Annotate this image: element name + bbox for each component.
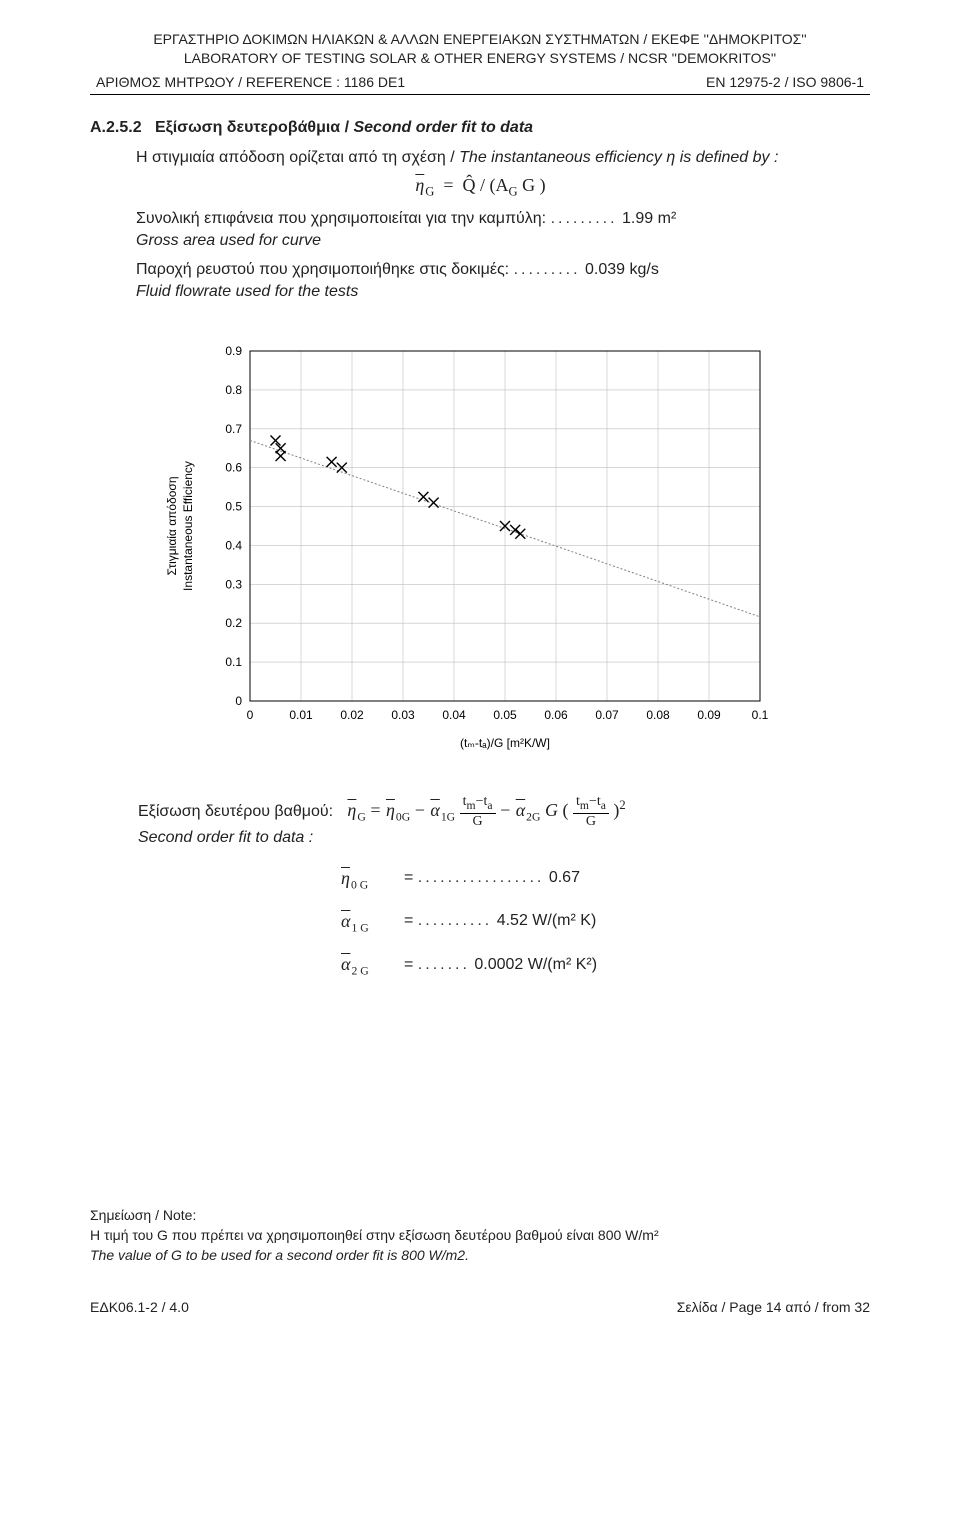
gross-area-value: 1.99 m² — [622, 210, 676, 227]
svg-text:0.1: 0.1 — [225, 655, 242, 669]
svg-text:0.04: 0.04 — [442, 708, 466, 722]
note-el: Η τιμή του G που πρέπει να χρησιμοποιηθε… — [90, 1227, 659, 1243]
section-title-en: Second order fit to data — [353, 119, 533, 136]
gross-area-el: Συνολική επιφάνεια που χρησιμοποιείται γ… — [136, 210, 546, 227]
leader: ......... — [514, 259, 581, 281]
second-order-block: Εξίσωση δευτέρου βαθμού: ηG = η0G − α1G … — [138, 795, 870, 846]
section-title-el: Εξίσωση δευτεροβάθμια / — [155, 119, 349, 136]
header-line-en: LABORATORY OF TESTING SOLAR & OTHER ENER… — [90, 49, 870, 68]
svg-text:0.2: 0.2 — [225, 617, 242, 631]
svg-text:Instantaneous Efficiency: Instantaneous Efficiency — [181, 461, 195, 591]
a1-row: α1 G = .......... 4.52 W/(m² K) — [340, 900, 870, 943]
lab-header: ΕΡΓΑΣΤΗΡΙΟ ΔΟΚΙΜΩΝ ΗΛΙΑΚΩΝ & ΑΛΛΩΝ ΕΝΕΡΓ… — [90, 30, 870, 68]
gross-area-en: Gross area used for curve — [136, 232, 321, 249]
a2-value: 0.0002 W/(m² K²) — [474, 956, 597, 973]
second-order-label-el: Εξίσωση δευτέρου βαθμού: — [138, 803, 333, 820]
definition-el: Η στιγμιαία απόδοση ορίζεται από τη σχέσ… — [136, 149, 455, 166]
svg-text:0.01: 0.01 — [289, 708, 313, 722]
eta0-value: 0.67 — [549, 869, 580, 886]
second-order-equation: ηG = η0G − α1G tm−taG − α2G G ( tm−taG )… — [346, 800, 625, 820]
svg-text:Στιγμιαία απόδοση: Στιγμιαία απόδοση — [165, 477, 179, 576]
svg-text:0.6: 0.6 — [225, 461, 242, 475]
svg-text:0.3: 0.3 — [225, 578, 242, 592]
svg-text:0.06: 0.06 — [544, 708, 568, 722]
gross-area-block: Συνολική επιφάνεια που χρησιμοποιείται γ… — [136, 208, 870, 253]
a1-value: 4.52 W/(m² K) — [497, 912, 597, 929]
leader: ......... — [551, 208, 618, 230]
fit-results: η0 G = ................. 0.67 α1 G = ...… — [340, 857, 870, 987]
definition-en: The instantaneous efficiency η is define… — [459, 149, 778, 166]
chart-svg: 0 0.01 0.02 0.03 0.04 0.05 0.06 0.07 0.08 0.09 0.1… — [160, 341, 780, 761]
section-number: A.2.5.2 — [90, 119, 142, 136]
flowrate-en: Fluid flowrate used for the tests — [136, 283, 358, 300]
svg-text:0.9: 0.9 — [225, 344, 242, 358]
footer-left: ΕΔΚ06.1-2 / 4.0 — [90, 1299, 189, 1315]
efficiency-equation: ηG = Q̂ / (AG G ) — [90, 175, 870, 200]
reference-right: EN 12975-2 / ISO 9806-1 — [706, 74, 864, 90]
flowrate-block: Παροχή ρευστού που χρησιμοποιήθηκε στις … — [136, 259, 870, 304]
svg-text:0.09: 0.09 — [697, 708, 721, 722]
second-order-label-en: Second order fit to data : — [138, 829, 313, 846]
reference-left: ΑΡΙΘΜΟΣ ΜΗΤΡΩΟΥ / REFERENCE : 1186 DE1 — [96, 74, 405, 90]
definition-text: Η στιγμιαία απόδοση ορίζεται από τη σχέσ… — [136, 147, 870, 169]
reference-row: ΑΡΙΘΜΟΣ ΜΗΤΡΩΟΥ / REFERENCE : 1186 DE1 E… — [90, 74, 870, 95]
section-heading: A.2.5.2 Εξίσωση δευτεροβάθμια / Second o… — [90, 119, 870, 137]
svg-text:0.03: 0.03 — [391, 708, 415, 722]
header-line-el: ΕΡΓΑΣΤΗΡΙΟ ΔΟΚΙΜΩΝ ΗΛΙΑΚΩΝ & ΑΛΛΩΝ ΕΝΕΡΓ… — [90, 30, 870, 49]
footer-right: Σελίδα / Page 14 από / from 32 — [677, 1299, 870, 1315]
svg-text:0.7: 0.7 — [225, 422, 242, 436]
svg-text:0.08: 0.08 — [646, 708, 670, 722]
svg-text:0.1: 0.1 — [752, 708, 769, 722]
svg-text:0.05: 0.05 — [493, 708, 517, 722]
svg-text:0.07: 0.07 — [595, 708, 619, 722]
eta0-row: η0 G = ................. 0.67 — [340, 857, 870, 900]
note-block: Σημείωση / Note: Η τιμή του G που πρέπει… — [90, 1206, 870, 1265]
flowrate-el: Παροχή ρευστού που χρησιμοποιήθηκε στις … — [136, 261, 509, 278]
svg-text:(tₘ-tₐ)/G [m²K/W]: (tₘ-tₐ)/G [m²K/W] — [460, 736, 550, 750]
note-en: The value of G to be used for a second o… — [90, 1247, 469, 1263]
svg-text:0.8: 0.8 — [225, 383, 242, 397]
flowrate-value: 0.039 kg/s — [585, 261, 659, 278]
a2-row: α2 G = ....... 0.0002 W/(m² K²) — [340, 943, 870, 986]
svg-text:0: 0 — [247, 708, 254, 722]
svg-text:0.02: 0.02 — [340, 708, 364, 722]
svg-text:0.5: 0.5 — [225, 500, 242, 514]
svg-text:0.4: 0.4 — [225, 539, 242, 553]
svg-text:0: 0 — [235, 694, 242, 708]
efficiency-chart: 0 0.01 0.02 0.03 0.04 0.05 0.06 0.07 0.08 0.09 0.1… — [160, 341, 870, 761]
note-heading: Σημείωση / Note: — [90, 1207, 196, 1223]
page-footer: ΕΔΚ06.1-2 / 4.0 Σελίδα / Page 14 από / f… — [90, 1299, 870, 1315]
